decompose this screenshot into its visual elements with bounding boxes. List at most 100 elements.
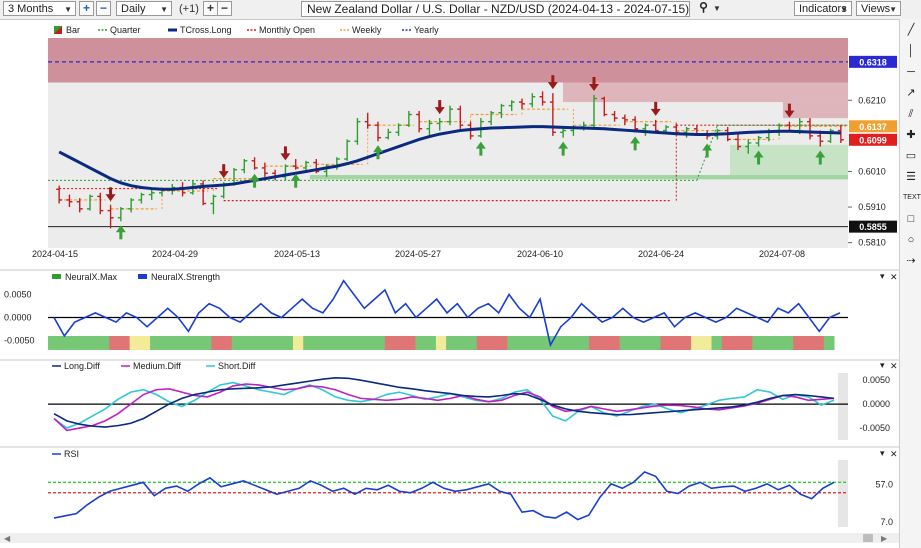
rectangle-icon[interactable]: □ — [907, 213, 915, 225]
tcross-long-line — [58, 125, 841, 191]
neuralx-max-bar — [201, 336, 212, 350]
neuralx-max-bar — [660, 336, 672, 350]
neuralx-max-bar — [823, 336, 835, 350]
scroll-thumb — [863, 534, 873, 542]
up-arrow-icon — [253, 179, 257, 188]
x-axis-date-label: 2024-06-24 — [638, 249, 684, 259]
price-y-tick-label: 0.6010 — [858, 166, 886, 176]
fib-icon[interactable]: ☰ — [906, 171, 916, 183]
panel-menu-icon: ▾ — [880, 448, 885, 458]
legend-label: TCross.Long — [180, 25, 232, 35]
up-arrow-icon — [119, 231, 123, 240]
neuralx-max-bar — [680, 336, 692, 350]
offset-label: (+1) — [179, 3, 199, 15]
chart-area[interactable]: 0.5810 0.5910 0.6010 0.6210 0.6318 0.6137 0.60… — [0, 19, 899, 548]
neuralx-max-bar — [456, 336, 468, 350]
down-arrow-icon — [589, 83, 599, 91]
line-tool-icon[interactable]: ╱ — [907, 24, 915, 36]
neuralx-max-bar — [292, 336, 304, 350]
down-arrow-icon — [283, 146, 287, 155]
neuralx-max-bar — [415, 336, 427, 350]
horizontal-line-icon[interactable]: ─ — [907, 66, 915, 78]
interval-select[interactable]: Daily ▼ — [116, 1, 172, 16]
offset-increase-button[interactable]: + — [203, 1, 218, 16]
neuralx-max-bar — [793, 336, 804, 350]
diff-scroll-strip — [838, 373, 848, 440]
neuralx-max-bar — [190, 336, 202, 350]
neuralx-max-bar — [711, 336, 723, 350]
remove-button[interactable]: − — [96, 1, 111, 16]
ray-icon[interactable]: ↗ — [906, 87, 916, 99]
neuralx-max-bar — [640, 336, 651, 350]
crosshair-icon[interactable]: ✚ — [906, 129, 916, 141]
vertical-line-icon[interactable]: │ — [907, 45, 915, 57]
legend-swatch — [138, 274, 147, 279]
ellipse-icon[interactable]: ○ — [907, 234, 915, 246]
support-zone-upper — [730, 144, 848, 176]
diff-y-tick-label: 0.0050 — [862, 375, 890, 385]
short-diff-line — [53, 381, 835, 429]
search-icon[interactable]: ⚲ — [699, 0, 708, 14]
neuralx-strength-line — [53, 279, 841, 348]
up-arrow-icon — [475, 141, 486, 149]
neuralx-max-bar — [609, 336, 621, 350]
neuralx-max-bar — [762, 336, 774, 350]
add-button[interactable]: + — [79, 1, 94, 16]
offset-decrease-button[interactable]: − — [217, 1, 232, 16]
neuralx-max-bar — [231, 336, 243, 350]
neuralx-max-bar — [405, 336, 416, 350]
down-arrow-icon — [222, 164, 226, 173]
neuralx-max-bar — [742, 336, 753, 350]
period-select[interactable]: 3 Months ▼ — [3, 1, 76, 16]
neuralx-max-bar — [476, 336, 488, 350]
neuralx-max-bar — [129, 336, 141, 350]
channel-icon[interactable]: ⫽ — [908, 108, 914, 120]
arrow-tool-icon[interactable]: ⇢ — [906, 255, 916, 267]
neuralx-max-bar — [241, 336, 253, 350]
resistance-zone-upper — [563, 82, 848, 103]
views-button[interactable]: Views ▼ — [856, 1, 901, 16]
neuralx-max-bar — [425, 336, 437, 350]
up-arrow-icon — [633, 142, 637, 151]
neuralx-max-bar — [813, 336, 825, 350]
chevron-down-icon[interactable]: ▼ — [713, 4, 721, 13]
indicators-label: Indicators — [799, 3, 847, 15]
rsi-y-tick-label: 7.0 — [880, 517, 893, 527]
neuralx-max-bar — [354, 336, 365, 350]
indicators-button[interactable]: Indicators ▼ — [794, 1, 852, 16]
legend-swatch — [54, 26, 62, 34]
neuralx-max-bar — [58, 336, 69, 350]
up-arrow-icon — [753, 150, 764, 158]
toolbar: 3 Months ▼ + − Daily ▼ (+1) + − New Zealan… — [0, 0, 921, 20]
neuralx-max-bar — [99, 336, 110, 350]
down-arrow-icon — [650, 108, 661, 116]
chevron-down-icon: ▼ — [160, 5, 168, 14]
down-arrow-icon — [438, 100, 442, 109]
price-tag — [849, 120, 897, 133]
chevron-down-icon: ▼ — [840, 5, 848, 14]
up-arrow-icon — [249, 173, 260, 181]
scroll-left-icon: ◀ — [4, 534, 11, 543]
neuralx-max-bar — [282, 336, 294, 350]
note-icon[interactable]: ▭ — [905, 150, 917, 162]
rsi-line — [53, 470, 835, 521]
text-icon[interactable]: TEXT — [903, 194, 921, 201]
neuralx-y-tick-label: 0.0000 — [4, 313, 32, 323]
legend-swatch — [52, 274, 61, 279]
symbol-title[interactable]: New Zealand Dollar / U.S. Dollar - NZD/U… — [301, 1, 690, 17]
neuralx-max-bar — [313, 336, 325, 350]
horizontal-scrollbar — [0, 533, 899, 543]
panel-menu-icon: ▾ — [880, 360, 885, 370]
down-arrow-icon — [105, 194, 116, 202]
neuralx-max-bar — [262, 336, 274, 350]
neuralx-max-bar — [548, 336, 559, 350]
up-arrow-icon — [815, 150, 826, 158]
down-arrow-icon — [654, 101, 658, 110]
x-axis-date-label: 2024-05-27 — [395, 249, 441, 259]
neuralx-max-bar — [731, 336, 743, 350]
rsi-plot-bg — [48, 460, 848, 527]
neuralx-max-bar — [180, 336, 192, 350]
neuralx-max-bar — [109, 336, 120, 350]
up-arrow-icon — [290, 173, 301, 181]
neuralx-max-bar — [170, 336, 182, 350]
